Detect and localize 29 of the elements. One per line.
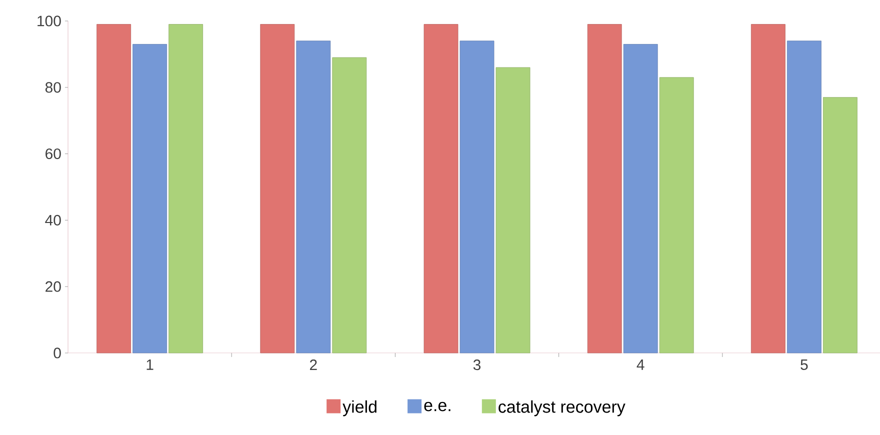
bar	[424, 24, 458, 354]
y-tick-label: 60	[46, 148, 61, 160]
legend-label: catalyst recovery	[498, 400, 626, 416]
bar	[786, 40, 822, 354]
y-tick-label: 40	[45, 214, 61, 226]
bar	[168, 24, 204, 354]
bar	[587, 24, 622, 354]
bar	[96, 24, 132, 354]
bar	[132, 44, 168, 354]
bar	[460, 40, 494, 354]
y-tick-label: 20	[46, 281, 61, 292]
y-tick-label: 0	[54, 348, 61, 358]
x-tick-label: 2	[310, 360, 317, 370]
bar	[659, 77, 694, 354]
bar	[332, 57, 367, 354]
y-tick-label: 100	[38, 16, 61, 26]
x-tick-label: 5	[800, 360, 808, 370]
x-tick-label: 1	[146, 360, 154, 370]
y-tick-label: 80	[45, 82, 61, 93]
bar	[623, 44, 658, 354]
bar	[496, 67, 530, 354]
x-tick-label: 4	[636, 360, 644, 370]
x-tick-label: 3	[473, 360, 481, 370]
bar	[750, 24, 786, 354]
bar	[260, 24, 295, 354]
bar	[296, 40, 331, 354]
legend-label: yield	[342, 400, 376, 416]
legend-label: e.e.	[424, 402, 450, 412]
bar	[822, 97, 858, 354]
